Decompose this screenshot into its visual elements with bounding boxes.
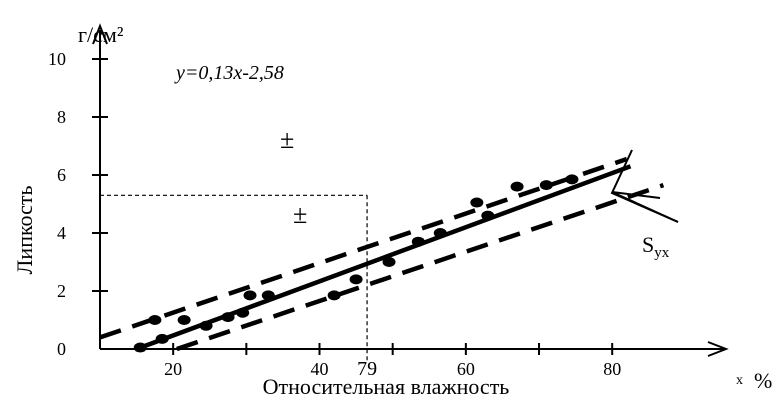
x-unit-prefix: x bbox=[736, 373, 743, 388]
y-tick-label: 6 bbox=[57, 165, 66, 185]
data-point bbox=[177, 315, 191, 325]
syx-label: Syx bbox=[642, 232, 670, 261]
axis-ticks: 20 40 60 80 0 2 4 6 8 10 79 bbox=[48, 49, 621, 380]
data-point bbox=[382, 257, 396, 267]
data-point bbox=[133, 342, 147, 353]
y-unit-text: г/см² bbox=[78, 22, 124, 47]
data-point bbox=[411, 236, 425, 247]
x-axis-label: Относительная влажность bbox=[263, 374, 510, 399]
y-tick-label: 8 bbox=[57, 107, 66, 127]
data-point bbox=[199, 320, 213, 331]
data-point bbox=[481, 210, 495, 221]
data-point bbox=[261, 290, 275, 301]
syx-pointer-lower bbox=[611, 191, 679, 223]
data-point bbox=[148, 315, 162, 325]
regression-lines bbox=[99, 156, 665, 352]
data-point bbox=[221, 312, 235, 323]
data-point bbox=[236, 307, 250, 318]
x-tick-label: 80 bbox=[603, 359, 621, 379]
lower-confidence-line bbox=[176, 183, 665, 352]
data-point bbox=[470, 197, 484, 208]
x-axis-arrow bbox=[707, 341, 729, 357]
x-tick-label: 60 bbox=[457, 359, 475, 379]
y-tick-label: 10 bbox=[48, 49, 66, 69]
syx-main: S bbox=[642, 232, 654, 257]
y-tick-label: 0 bbox=[57, 339, 66, 359]
data-point bbox=[327, 290, 341, 301]
guide-lines bbox=[100, 194, 368, 361]
regression-equation: y=0,13x-2,58 bbox=[174, 62, 284, 84]
x-tick-label: 20 bbox=[164, 359, 182, 379]
y-axis-label: Липкость bbox=[12, 186, 37, 275]
data-point bbox=[433, 228, 447, 238]
x-highlight-label: 79 bbox=[357, 358, 377, 380]
y-axis-arrow bbox=[92, 23, 108, 45]
y-tick-label: 4 bbox=[57, 223, 66, 243]
data-point bbox=[155, 333, 169, 344]
data-point bbox=[349, 274, 363, 285]
y-tick-label: 2 bbox=[57, 281, 66, 301]
data-points bbox=[133, 174, 579, 353]
syx-subscript: yx bbox=[654, 245, 670, 261]
data-point bbox=[510, 181, 524, 192]
y-unit: г/см² bbox=[78, 22, 124, 47]
x-tick-label: 40 bbox=[311, 359, 329, 379]
data-point bbox=[243, 290, 257, 301]
upper-confidence-line bbox=[99, 156, 628, 340]
regression-line bbox=[135, 164, 632, 352]
x-unit: % bbox=[754, 368, 772, 393]
pm-symbol-upper: ± bbox=[280, 125, 294, 154]
data-point bbox=[565, 174, 579, 185]
data-point bbox=[539, 180, 553, 191]
pm-symbol-lower: ± bbox=[293, 200, 307, 229]
